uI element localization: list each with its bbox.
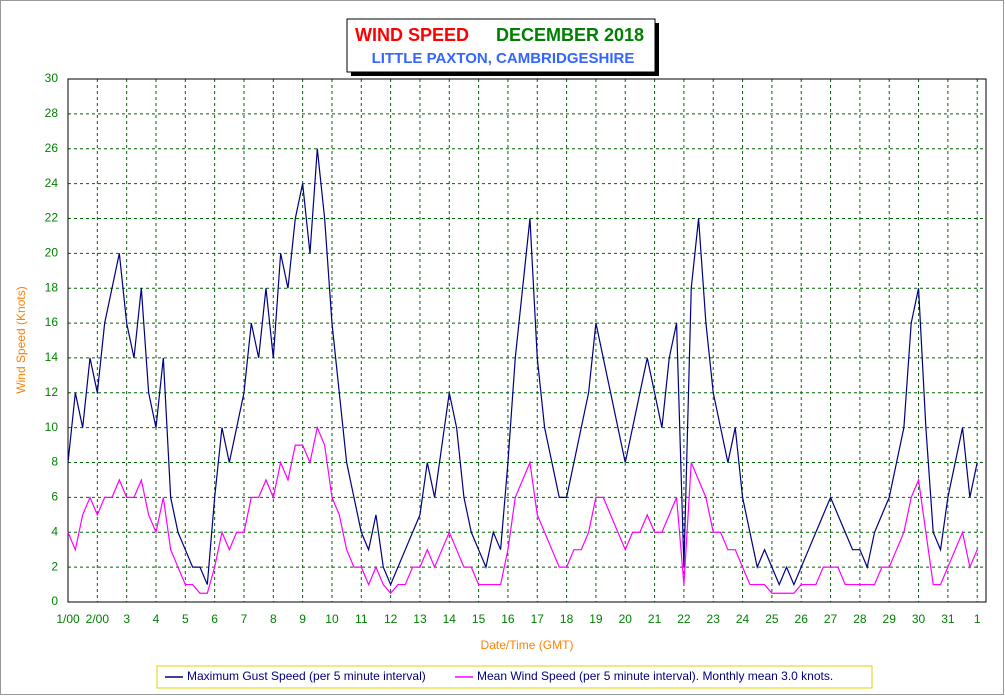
series-line: [67, 148, 978, 587]
x-tick-label: 24: [736, 612, 750, 626]
legend-label: Mean Wind Speed (per 5 minute interval).…: [477, 669, 833, 683]
x-tick-label: 1: [974, 612, 981, 626]
plot-border: [67, 78, 987, 603]
x-tick-label: 18: [560, 612, 574, 626]
x-tick-label: 9: [299, 612, 306, 626]
y-tick-label: 22: [45, 211, 59, 225]
legend-box: [156, 665, 873, 689]
x-tick-label: 29: [883, 612, 897, 626]
y-tick-label: 6: [51, 490, 58, 504]
title-box: [346, 18, 656, 73]
y-tick-label: 28: [45, 106, 59, 120]
y-tick-label: 14: [45, 350, 59, 364]
x-tick-label: 26: [795, 612, 809, 626]
y-axis-label: Wind Speed (Knots): [14, 286, 28, 393]
x-tick-label: 17: [531, 612, 545, 626]
y-tick-label: 10: [45, 420, 59, 434]
x-tick-label: 28: [853, 612, 867, 626]
x-tick-label: 30: [912, 612, 926, 626]
x-tick-label: 23: [707, 612, 721, 626]
x-tick-label: 31: [941, 612, 955, 626]
y-tick-label: 4: [51, 524, 58, 538]
x-tick-label: 22: [677, 612, 691, 626]
x-tick-label: 19: [589, 612, 603, 626]
x-tick-label: 5: [182, 612, 189, 626]
x-tick-label: 6: [211, 612, 218, 626]
y-tick-label: 26: [45, 141, 59, 155]
y-tick-label: 18: [45, 280, 59, 294]
legend-label: Maximum Gust Speed (per 5 minute interva…: [187, 669, 426, 683]
x-axis-label: Date/Time (GMT): [481, 638, 574, 652]
y-tick-label: 12: [45, 385, 59, 399]
x-tick-label: 16: [501, 612, 515, 626]
x-tick-label: 20: [619, 612, 633, 626]
series-line: [67, 425, 978, 595]
y-tick-label: 16: [45, 315, 59, 329]
chart-title: WIND SPEED: [355, 25, 469, 45]
x-tick-label: 8: [270, 612, 277, 626]
x-tick-label: 13: [413, 612, 427, 626]
x-tick-label: 27: [824, 612, 838, 626]
x-tick-label: 7: [241, 612, 248, 626]
x-tick-label: 21: [648, 612, 662, 626]
y-tick-label: 24: [45, 176, 59, 190]
x-tick-label: 2/00: [86, 612, 110, 626]
x-tick-label: 12: [384, 612, 398, 626]
x-tick-label: 1/00: [56, 612, 80, 626]
x-tick-label: 3: [123, 612, 130, 626]
y-tick-label: 8: [51, 455, 58, 469]
chart-subtitle: LITTLE PAXTON, CAMBRIDGESHIRE: [372, 50, 635, 67]
x-tick-label: 10: [325, 612, 339, 626]
x-tick-label: 11: [355, 612, 368, 626]
chart-title-month: DECEMBER 2018: [496, 25, 644, 45]
x-tick-label: 14: [443, 612, 457, 626]
y-tick-label: 30: [45, 71, 59, 85]
y-tick-label: 20: [45, 246, 59, 260]
y-tick-label: 2: [51, 559, 58, 573]
x-tick-label: 25: [765, 612, 779, 626]
x-tick-label: 4: [153, 612, 160, 626]
x-tick-label: 15: [472, 612, 486, 626]
y-tick-label: 0: [51, 594, 58, 608]
